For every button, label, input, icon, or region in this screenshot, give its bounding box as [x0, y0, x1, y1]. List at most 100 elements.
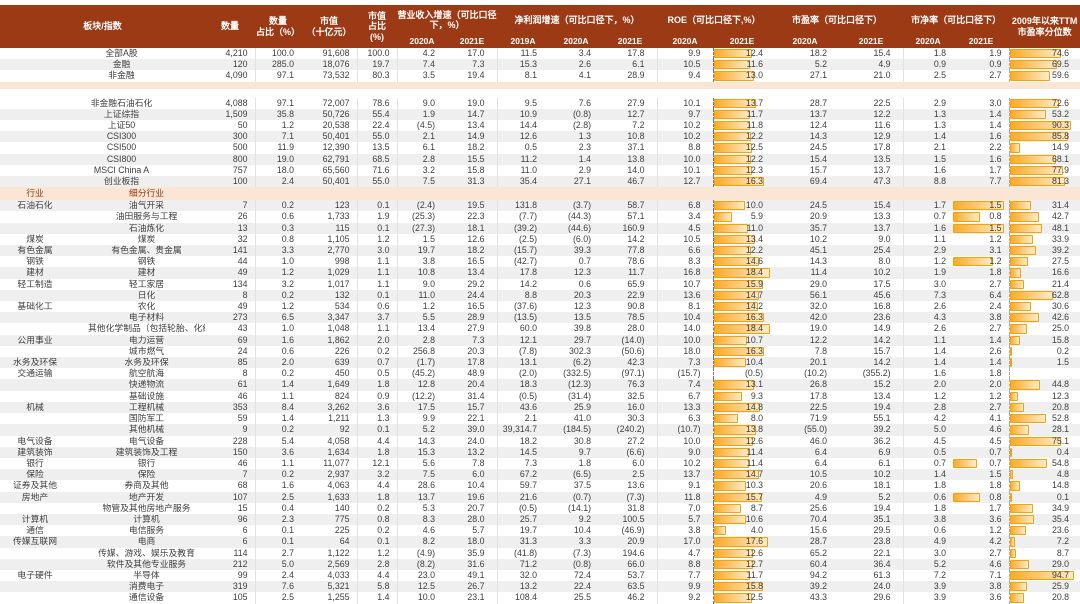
cell-n20: 29.7 [573, 334, 592, 345]
cell-industry [0, 581, 70, 592]
cell-n21: 27.9 [603, 97, 658, 109]
cell-n20: 13.5 [573, 312, 592, 323]
cell-pb20: 0.7 [933, 457, 947, 468]
cell-o21: 12.3 [712, 164, 772, 177]
cell-pb21: 1.9 [989, 48, 1002, 58]
col-pe-percentile-l1: 2009年以来TTM [1011, 16, 1078, 26]
cell-pe20: 6.4 [814, 457, 828, 468]
cell-mc: 73,532 [301, 70, 358, 82]
value-bar [714, 503, 741, 513]
cell-pb20: 1.6 [933, 164, 947, 175]
cell-n21: 63.5 [603, 581, 658, 593]
value-bar [714, 132, 752, 142]
cell-r21: 12.6 [447, 233, 498, 246]
cell-n20: 20.3 [573, 289, 592, 300]
cell-industry: 建筑装饰 [17, 446, 53, 457]
cell-mp: 1.3 [357, 413, 398, 425]
value-bar [714, 481, 746, 491]
cell-q: 48.1 [1008, 222, 1080, 234]
cell-r21: 15.5 [447, 153, 498, 165]
cell-subsector: 有色金属、贵金属 [111, 245, 182, 256]
cell-pb20: 1.8 [933, 502, 947, 513]
cell-industry: 通信 [26, 525, 44, 536]
industry-row: 机械 工程机械 353 8.4 3,262 3.6 17.5 15.7 43.6 25.9 16.0… [0, 401, 1080, 414]
industry-row: 国防军工 59 1.4 1,211 1.3 9.9 22.1 2.1 41.0 30.3 6.3 8.… [0, 413, 1080, 425]
cell-pb20: 7.2 [933, 569, 947, 580]
cell-cp: 1.2 [281, 120, 295, 131]
value-bar [1010, 470, 1013, 480]
cell-q: 74.6 [1008, 48, 1080, 60]
cell-subsector: 日化 [137, 289, 156, 300]
cell-n21: 17.8 [603, 48, 658, 60]
cell-r21: 10.4 [447, 480, 498, 492]
cell-n20: 12.3 [573, 267, 592, 278]
cell-cp: 5.0 [281, 558, 295, 569]
index-row: MSCI China A 757 18.0 65,560 71.6 3.2 15.8 11.0… [0, 164, 1080, 177]
cell-n19: 19.7 [519, 525, 538, 536]
value-bar [714, 402, 760, 413]
cell-n19: (42.7) [514, 256, 538, 267]
cell-r20: 9.0 [422, 278, 436, 289]
cell-pb20: 1.1 [933, 233, 947, 244]
industry-row: 电气设备 电气设备 228 5.4 4,058 4.4 14.3 24.0 18.2 30.8 27… [0, 435, 1080, 447]
cell-industry [0, 323, 70, 334]
cell-o21: 16.3 [712, 345, 772, 358]
cell-industry [0, 592, 70, 603]
cell-pe21: 14.2 [839, 334, 904, 346]
cell-n19: 59.7 [519, 480, 538, 491]
cell-pb21: 1.4 [989, 334, 1002, 345]
index-row: CSI800 800 19.0 62,791 68.5 2.8 15.5 11.2 1.4 13.… [0, 153, 1080, 165]
cell-n21: (97.1) [603, 368, 658, 380]
cell-mp: 4.4 [357, 480, 398, 492]
cell-n19: 31.3 [519, 536, 538, 547]
cell-o20: 10.5 [683, 59, 701, 70]
cell-c: 6 [205, 525, 256, 537]
cell-o20: 5.7 [688, 513, 701, 524]
cell-pb20: 7.3 [933, 289, 947, 300]
cell-r20: 9.9 [422, 413, 436, 424]
value-bar [714, 436, 753, 446]
industry-row: 其他机械 9 0.2 92 0.1 5.2 39.0 39,314.7 (184.5) (240.… [0, 424, 1080, 436]
cell-cp: 2.3 [281, 513, 295, 524]
value-bar [714, 302, 758, 312]
cell-n20: 9.7 [578, 446, 592, 457]
value-bar [1010, 335, 1021, 345]
cell-pb21: 0.7 [989, 446, 1002, 457]
cell-cp: 1.6 [281, 480, 295, 491]
cell-pe20: 14.3 [809, 131, 828, 142]
cell-pb21: 6.4 [989, 289, 1002, 300]
cell-q: 94.7 [1008, 569, 1080, 582]
cell-mc: 1,105 [301, 233, 358, 246]
index-row: 上证综指 1,509 35.8 50,726 55.4 1.9 14.7 10.9 (0.8) 1… [0, 108, 1080, 121]
cell-pb20: 0.6 [933, 491, 947, 502]
cell-pe21: 45.6 [839, 289, 904, 302]
cell-r20: 256.8 [413, 345, 436, 356]
cell-n19: 32.0 [519, 569, 538, 580]
cell-mc: 1,862 [301, 334, 358, 346]
cell-c: 114 [205, 547, 256, 559]
spacer-row-cell [0, 81, 1080, 89]
index-row: CSI500 500 11.9 12,390 13.5 6.1 18.2 0.5 2.3 37.1… [0, 142, 1080, 154]
cell-c: 4,088 [205, 97, 256, 109]
cell-pe20: 43.3 [809, 592, 828, 603]
cell-c: 100 [205, 176, 256, 188]
cell-subsector: 工程机械 [128, 401, 165, 412]
cell-n20: (7.3) [572, 547, 592, 558]
cell-cp: 1.0 [281, 323, 295, 334]
value-bar [1010, 537, 1015, 547]
cell-pe21: 22.5 [839, 97, 904, 109]
cell-cp: 0.8 [281, 233, 295, 244]
cell-cp: 1.1 [281, 390, 295, 401]
cell-n20: 302.3 [569, 345, 592, 356]
industry-row: 有色金属 有色金属、贵金属 141 3.3 2,770 3.0 19.7 18.2 (15.7)… [0, 245, 1080, 257]
cell-pe20: 20.6 [809, 480, 828, 491]
industry-row: 石油炼化 13 0.3 115 0.1 (27.3) 18.1 (39.2) (44.6) 160… [0, 222, 1080, 234]
cell-pe20: 32.0 [809, 301, 828, 312]
cell-cp: 1.2 [281, 267, 295, 278]
cell-n19: 8.1 [524, 70, 538, 81]
cell-pe21: 5.2 [839, 491, 904, 503]
cell-industry: 煤炭 [26, 233, 44, 244]
cell-r20: 9.0 [422, 97, 436, 108]
cell-pe20: 28.7 [809, 536, 828, 547]
cell-pe21: 17.5 [839, 278, 904, 290]
